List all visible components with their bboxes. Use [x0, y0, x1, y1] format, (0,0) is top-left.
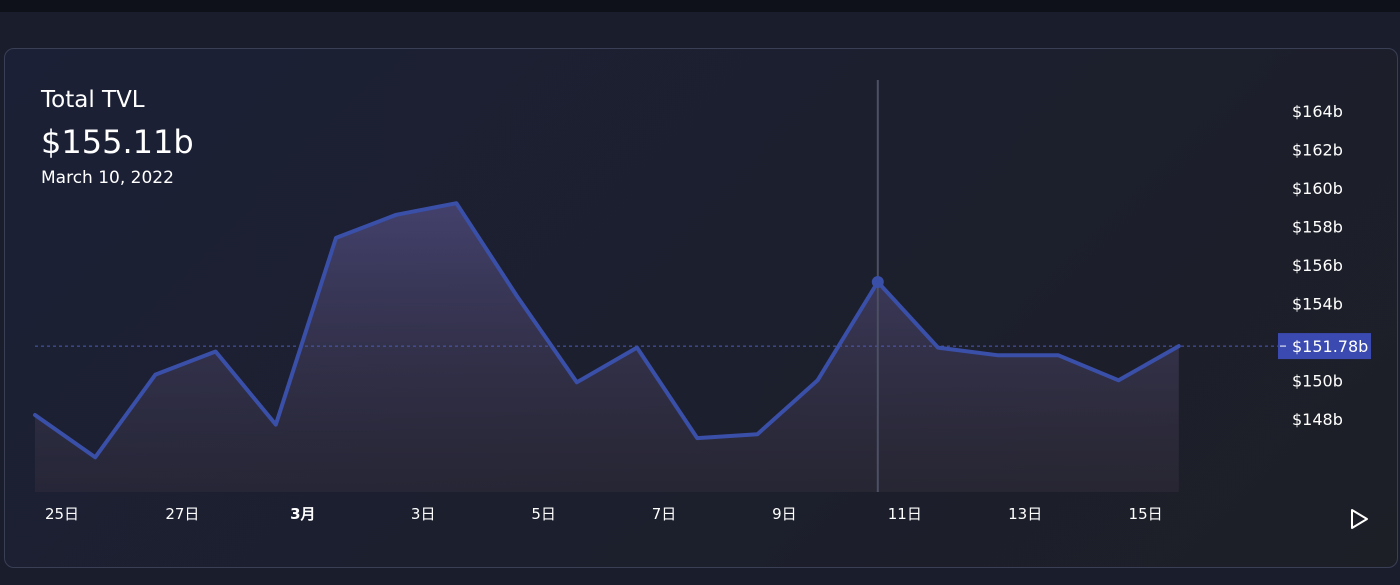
- tvl-value: $155.11b: [41, 123, 194, 161]
- y-tick-label: $160b: [1292, 179, 1343, 198]
- x-tick-label: 5日: [531, 505, 556, 523]
- tvl-date: March 10, 2022: [41, 168, 174, 188]
- top-bar: [0, 0, 1400, 12]
- current-value-label: $151.78b: [1292, 337, 1368, 356]
- y-tick-label: $156b: [1292, 256, 1343, 275]
- y-tick-label: $148b: [1292, 410, 1343, 429]
- x-tick-label: 25日: [45, 505, 79, 523]
- area-fill: [35, 203, 1179, 492]
- y-tick-label: $150b: [1292, 371, 1343, 390]
- x-tick-label: 9日: [772, 505, 797, 523]
- x-tick-label: 15日: [1129, 505, 1163, 523]
- hover-point: [871, 275, 884, 288]
- x-tick-label: 13日: [1008, 505, 1042, 523]
- y-tick-label: $164b: [1292, 102, 1343, 121]
- x-tick-label: 3月: [290, 505, 315, 523]
- x-tick-label: 27日: [165, 505, 199, 523]
- x-tick-label: 3日: [411, 505, 436, 523]
- y-tick-label: $154b: [1292, 294, 1343, 313]
- x-tick-label: 11日: [888, 505, 922, 523]
- y-tick-label: $162b: [1292, 140, 1343, 159]
- play-icon[interactable]: [1346, 506, 1372, 532]
- y-tick-label: $158b: [1292, 217, 1343, 236]
- chart-title: Total TVL: [41, 87, 145, 113]
- chart-header: Total TVL $155.11b March 10, 2022: [41, 86, 194, 189]
- current-value-badge: [1278, 333, 1371, 360]
- tvl-series-line: [33, 201, 1181, 460]
- x-tick-label: 7日: [652, 505, 677, 523]
